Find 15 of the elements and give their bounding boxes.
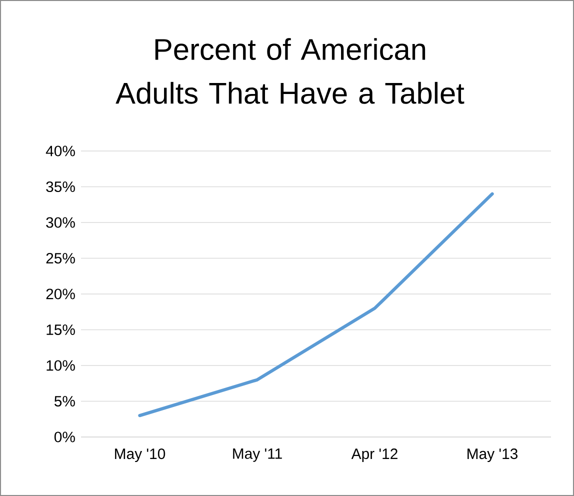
chart-title: Percent of American Adults That Have a Tablet	[116, 38, 464, 104]
y-tick-label: 10%	[46, 360, 75, 371]
y-tick-label: 20%	[46, 288, 75, 300]
y-tick-label: 40%	[46, 146, 75, 156]
x-tick-label: May '11	[233, 448, 282, 462]
y-tick-label: 0%	[54, 432, 75, 442]
x-tick-label: May '10	[115, 448, 166, 462]
y-tick-label: 30%	[46, 217, 75, 228]
x-tick-label: May '13	[468, 448, 518, 462]
line-series	[138, 192, 494, 418]
x-tick-label: Apr '12	[351, 448, 398, 462]
y-tick-label: 25%	[46, 252, 75, 264]
y-tick-label: 35%	[46, 181, 75, 192]
y-tick-label: 5%	[54, 396, 75, 406]
y-tick-label: 15%	[46, 324, 75, 335]
